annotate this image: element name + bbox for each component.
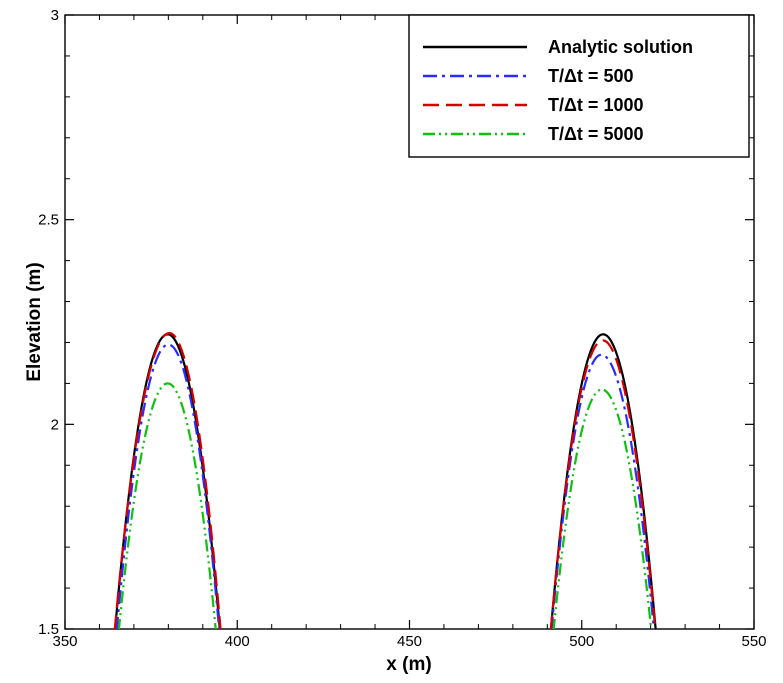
x-tick-label: 550 bbox=[741, 633, 766, 650]
legend-label-3: T/Δt = 1000 bbox=[548, 95, 643, 115]
y-tick-label: 3 bbox=[51, 7, 59, 24]
series-2-hump-2 bbox=[550, 353, 656, 629]
axis-ticks: 350 400 450 500 550 1.5 2 2.5 3 bbox=[38, 7, 766, 650]
y-tick-label: 2 bbox=[51, 416, 59, 433]
series-3-hump-1 bbox=[113, 331, 222, 629]
x-tick-label: 450 bbox=[397, 633, 422, 650]
y-tick-label: 2.5 bbox=[38, 212, 59, 229]
x-tick-label: 500 bbox=[569, 633, 594, 650]
x-tick-label: 350 bbox=[52, 633, 77, 650]
legend-label-4: T/Δt = 5000 bbox=[548, 124, 643, 144]
y-axis-title: Elevation (m) bbox=[24, 262, 45, 381]
x-axis-title: x (m) bbox=[386, 654, 431, 675]
series-curves bbox=[113, 331, 657, 629]
legend-box bbox=[408, 14, 750, 158]
y-tick-label: 1.5 bbox=[38, 621, 59, 638]
series-3-hump-2 bbox=[549, 339, 657, 629]
series-4-hump-1 bbox=[117, 382, 217, 629]
series-4-hump-2 bbox=[552, 388, 653, 629]
legend-label-2: T/Δt = 500 bbox=[548, 66, 633, 86]
x-tick-label: 400 bbox=[225, 633, 250, 650]
legend: Analytic solution T/Δt = 500 T/Δt = 1000 T/… bbox=[408, 14, 750, 158]
legend-label-1: Analytic solution bbox=[548, 37, 693, 57]
